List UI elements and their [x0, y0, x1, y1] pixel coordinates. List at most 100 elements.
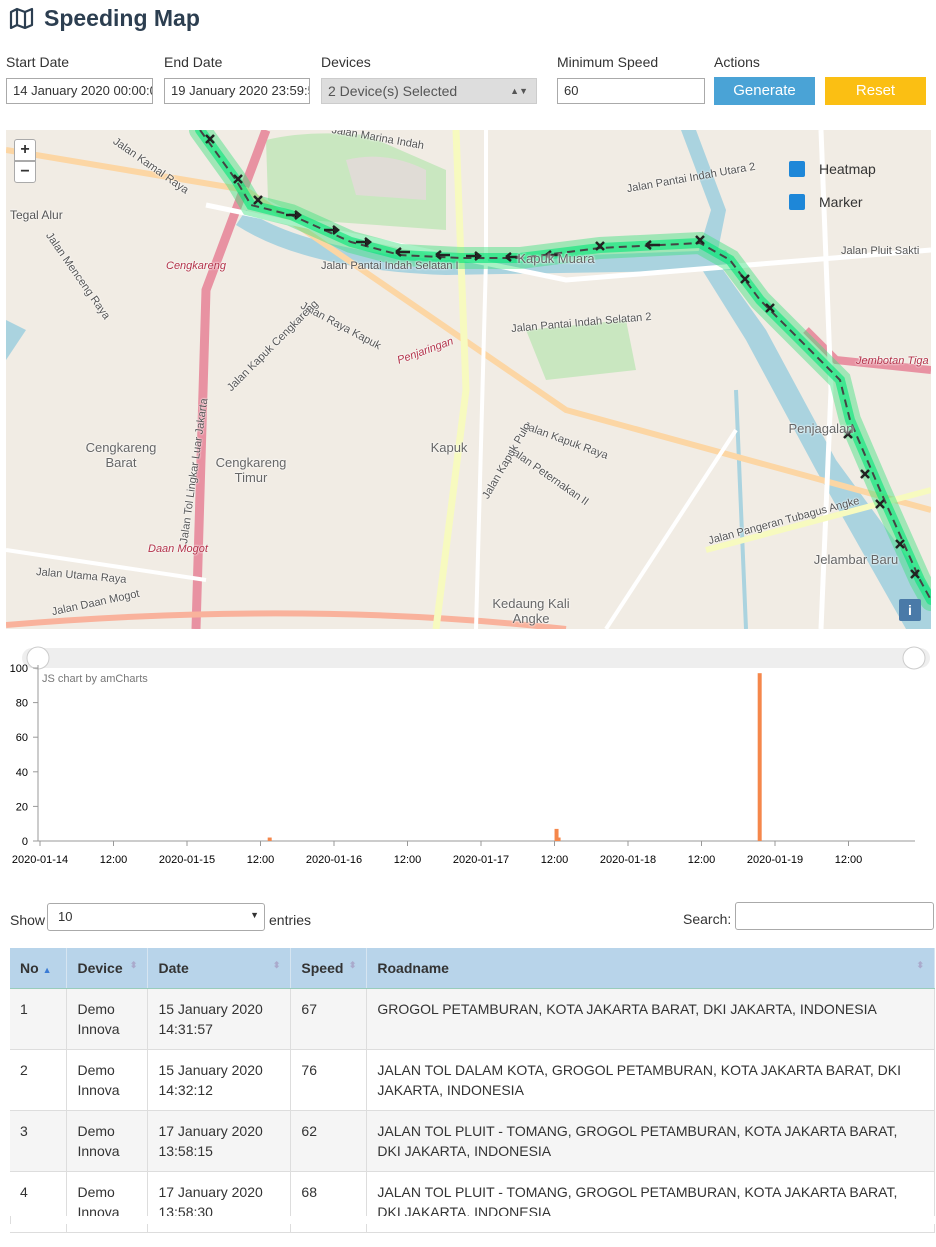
label: Actions [714, 54, 760, 70]
x-tick-label: 12:00 [100, 854, 128, 866]
column-header[interactable]: Device ⬍ [66, 948, 149, 989]
column-header[interactable]: Speed ⬍ [290, 948, 368, 989]
map-label: Jelambar Baru [813, 552, 899, 567]
table-cell: 15 January 2020 14:32:12 [147, 1049, 292, 1111]
label: Search: [683, 911, 732, 927]
map-label: Cengkareng Barat [85, 440, 157, 470]
label: Start Date [6, 54, 70, 70]
map-label: Jalan Pantai Indah Selatan I [321, 260, 459, 272]
search-input[interactable] [735, 902, 934, 930]
table-cell: Demo Innova [66, 988, 149, 1050]
length-select[interactable]: 10 ▼ [47, 903, 265, 931]
table-row: 2 Demo Innova 15 January 2020 14:32:12 76 JA… [10, 1049, 935, 1111]
map-label: Kapuk [430, 440, 468, 455]
map-label: Cengkareng Timur [215, 455, 287, 485]
map-label: Tegal Alur [10, 208, 63, 222]
checkbox[interactable] [789, 194, 805, 210]
checkbox-label: Marker [819, 194, 863, 210]
devices-select[interactable]: 2 Device(s) Selected ▲▼ [321, 78, 537, 104]
bar [267, 837, 272, 841]
zoom-in[interactable]: + [14, 139, 36, 161]
y-tick-label: 80 [16, 698, 28, 710]
map-label: Cengkareng [166, 260, 226, 272]
map-label: Penjagalan [788, 421, 854, 436]
map-label: Jalan Pluit Sakti [841, 245, 920, 257]
sort-icon: ⬍ [272, 959, 281, 970]
y-tick-label: 0 [22, 836, 28, 848]
x-tick-label: 12:00 [688, 854, 716, 866]
speed-input[interactable]: 60 [557, 78, 705, 104]
start-date-input[interactable]: 14 January 2020 00:00:00 [6, 78, 153, 104]
bar [757, 673, 762, 841]
x-tick-label: 12:00 [541, 854, 569, 866]
table-cell: GROGOL PETAMBURAN, KOTA JAKARTA BARAT, D… [366, 988, 935, 1050]
y-tick-label: 60 [16, 732, 28, 744]
chart: JS chart by amCharts 0 20 40 60 80 100 2020-01… [10, 646, 930, 866]
header-text: Date [158, 959, 189, 976]
table-cell: 17 January 2020 13:58:15 [147, 1110, 292, 1172]
x-tick-label: 12:00 [394, 854, 422, 866]
x-tick-label: 2020-01-16 [306, 854, 362, 866]
x-tick-label: 2020-01-18 [600, 854, 656, 866]
table-cell: 76 [290, 1049, 368, 1111]
generate-button[interactable]: Generate [714, 77, 815, 105]
table-cell: 67 [290, 988, 368, 1050]
table-row: 3 Demo Innova 17 January 2020 13:58:15 62 JA… [10, 1110, 935, 1172]
sort-icon: ⬍ [129, 959, 138, 970]
x-tick-label: 2020-01-17 [453, 854, 509, 866]
column-header[interactable]: No ▲ [10, 948, 68, 989]
x-tick-label: 12:00 [835, 854, 863, 866]
row-fragment [10, 1216, 935, 1224]
data-table: No ▲ Device ⬍ Date ⬍ Speed ⬍ Roadname ⬍ 1 Demo Inno… [10, 948, 935, 1233]
map-label: Daan Mogot [148, 543, 208, 555]
bar [556, 837, 561, 841]
checkbox[interactable] [789, 161, 805, 177]
map-tiles [6, 130, 931, 629]
table-cell: 62 [290, 1110, 368, 1172]
bar [554, 828, 559, 841]
zoom-out[interactable]: − [14, 161, 36, 183]
label: entries [269, 912, 312, 928]
column-header[interactable]: Roadname ⬍ [366, 948, 935, 989]
map-label: Kapuk Muara [517, 251, 595, 266]
table-cell: JALAN TOL DALAM KOTA, GROGOL PETAMBURAN,… [366, 1049, 935, 1111]
reset-button[interactable]: Reset [825, 77, 926, 105]
header-text: Roadname [377, 959, 449, 976]
y-tick-label: 40 [16, 767, 28, 779]
caret: ▼ [250, 910, 259, 920]
sort-icon: ▲ [42, 964, 52, 975]
x-tick-label: 2020-01-19 [747, 854, 803, 866]
table-cell: Demo Innova [66, 1110, 149, 1172]
sort-icon: ⬍ [916, 959, 924, 970]
header-text: Speed [301, 959, 344, 976]
select-value: 2 Device(s) Selected [328, 83, 458, 99]
map-label: Kedaung Kali Angke [492, 596, 570, 626]
x-tick-label: 2020-01-15 [159, 854, 215, 866]
info-button[interactable]: i [899, 599, 921, 621]
table-cell: Demo Innova [66, 1049, 149, 1111]
header-text: Device [77, 959, 123, 976]
end-date-input[interactable]: 19 January 2020 23:59:59 [164, 78, 310, 104]
y-tick-label: 100 [10, 663, 28, 675]
header-text: No [20, 959, 39, 976]
table-cell: 15 January 2020 14:31:57 [147, 988, 292, 1050]
checkbox-label: Heatmap [819, 161, 876, 177]
scrollbar[interactable] [22, 648, 930, 668]
map[interactable]: Jalan Marina Indah Tegal Alur Cengkareng… [6, 130, 931, 629]
x-tick-label: 12:00 [247, 854, 275, 866]
table-row: 1 Demo Innova 15 January 2020 14:31:57 67 GR… [10, 988, 935, 1050]
label: End Date [164, 54, 223, 70]
sort-icon: ⬍ [348, 959, 357, 970]
caret: ▲▼ [510, 86, 528, 96]
column-header[interactable]: Date ⬍ [147, 948, 292, 989]
table-cell: JALAN TOL PLUIT - TOMANG, GROGOL PETAMBU… [366, 1110, 935, 1172]
table-cell: 3 [10, 1110, 68, 1172]
map-icon [9, 7, 34, 29]
table-cell: 2 [10, 1049, 68, 1111]
chart-credit: JS chart by amCharts [42, 673, 148, 685]
scroll-grip[interactable] [902, 646, 926, 670]
select-value: 10 [58, 909, 73, 924]
table-cell: 1 [10, 988, 68, 1050]
y-tick-label: 20 [16, 801, 28, 813]
